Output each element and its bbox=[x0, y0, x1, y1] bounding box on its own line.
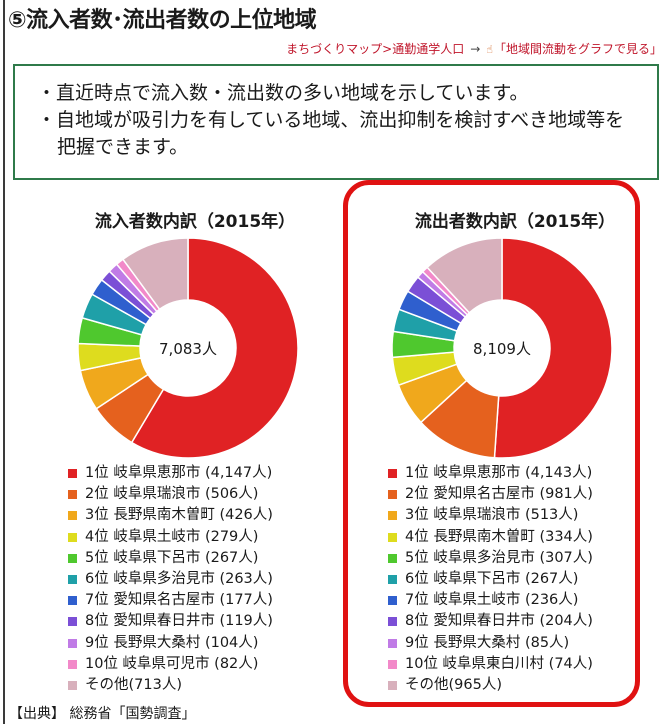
legend-label: 9位 長野県大桑村 (85人) bbox=[405, 634, 570, 651]
legend-swatch bbox=[388, 490, 397, 500]
legend-label: 4位 長野県南木曽町 (334人) bbox=[405, 528, 593, 545]
legend-swatch bbox=[68, 469, 77, 479]
legend-swatch bbox=[388, 553, 397, 563]
legend-item: その他(713人) bbox=[68, 675, 273, 696]
legend-item: 2位 岐阜県瑞浪市 (506人) bbox=[68, 484, 273, 505]
legend-item: 2位 愛知県名古屋市 (981人) bbox=[388, 484, 593, 505]
donut-center-total: 8,109人 bbox=[473, 340, 531, 358]
legend-label: 6位 岐阜県多治見市 (263人) bbox=[85, 570, 273, 587]
legend-item: 7位 愛知県名古屋市 (177人) bbox=[68, 590, 273, 611]
legend-item: 1位 岐阜県恵那市 (4,147人) bbox=[68, 463, 273, 484]
legend-label: 4位 岐阜県土岐市 (279人) bbox=[85, 528, 259, 545]
legend-swatch bbox=[68, 553, 77, 563]
legend-item: その他(965人) bbox=[388, 675, 593, 696]
legend-swatch bbox=[68, 490, 77, 500]
legend-swatch bbox=[68, 617, 77, 627]
graph-view-link[interactable]: 「地域間流動をグラフで見る」 bbox=[493, 42, 662, 56]
legend-item: 9位 長野県大桑村 (85人) bbox=[388, 633, 593, 654]
left-border bbox=[3, 0, 5, 724]
inflow-chart-title: 流入者数内訳（2015年） bbox=[94, 212, 296, 232]
donut-slice-1 bbox=[493, 237, 613, 459]
legend-swatch bbox=[388, 532, 397, 542]
page-title: ⑤流入者数･流出者数の上位地域 bbox=[8, 8, 317, 33]
legend-swatch bbox=[68, 596, 77, 606]
legend-label: 3位 岐阜県瑞浪市 (513人) bbox=[405, 507, 579, 524]
legend-swatch bbox=[68, 575, 77, 585]
legend-swatch bbox=[68, 638, 77, 648]
legend-label: 6位 岐阜県下呂市 (267人) bbox=[405, 570, 579, 587]
legend-item: 6位 岐阜県下呂市 (267人) bbox=[388, 569, 593, 590]
legend-item: 3位 岐阜県瑞浪市 (513人) bbox=[388, 505, 593, 526]
pointing-hand-icon: ☝ bbox=[486, 43, 493, 56]
legend-label: 10位 岐阜県東白川村 (74人) bbox=[405, 655, 593, 672]
legend-swatch bbox=[388, 511, 397, 521]
legend-label: その他(965人) bbox=[405, 676, 502, 693]
breadcrumb: まちづくりマップ>通勤通学人口 → ☝「地域間流動をグラフで見る」 bbox=[286, 40, 662, 57]
outflow-highlight-frame bbox=[343, 180, 640, 707]
legend-item: 9位 長野県大桑村 (104人) bbox=[68, 633, 273, 654]
legend-label: 8位 愛知県春日井市 (204人) bbox=[405, 613, 593, 630]
legend-swatch bbox=[388, 680, 397, 690]
outflow-donut-chart: 8,109人 bbox=[390, 236, 614, 460]
legend-label: 1位 岐阜県恵那市 (4,143人) bbox=[405, 465, 593, 481]
legend-item: 10位 岐阜県東白川村 (74人) bbox=[388, 654, 593, 675]
donut-slice-1 bbox=[130, 237, 299, 459]
legend-label: 10位 岐阜県可児市 (82人) bbox=[85, 655, 259, 672]
legend-swatch bbox=[68, 680, 77, 690]
legend-label: その他(713人) bbox=[85, 676, 182, 693]
legend-item: 6位 岐阜県多治見市 (263人) bbox=[68, 569, 273, 590]
legend-swatch bbox=[388, 659, 397, 669]
inflow-legend: 1位 岐阜県恵那市 (4,147人) 2位 岐阜県瑞浪市 (506人) 3位 長野県… bbox=[68, 463, 273, 696]
breadcrumb-path[interactable]: まちづくりマップ>通勤通学人口 bbox=[286, 42, 465, 56]
legend-swatch bbox=[388, 596, 397, 606]
legend-swatch bbox=[388, 638, 397, 648]
info-line: 把握できます。 bbox=[57, 136, 189, 158]
legend-item: 1位 岐阜県恵那市 (4,143人) bbox=[388, 463, 593, 484]
arrow-right-icon: → bbox=[470, 42, 481, 56]
legend-swatch bbox=[388, 617, 397, 627]
legend-label: 5位 岐阜県下呂市 (267人) bbox=[85, 549, 259, 566]
legend-item: 4位 岐阜県土岐市 (279人) bbox=[68, 527, 273, 548]
inflow-donut-chart: 7,083人 bbox=[76, 236, 300, 460]
legend-item: 8位 愛知県春日井市 (204人) bbox=[388, 611, 593, 632]
legend-item: 8位 愛知県春日井市 (119人) bbox=[68, 611, 273, 632]
outflow-chart-title: 流出者数内訳（2015年） bbox=[414, 212, 616, 232]
donut-slice-11 bbox=[121, 237, 189, 311]
legend-label: 1位 岐阜県恵那市 (4,147人) bbox=[85, 465, 273, 481]
donut-svg: 8,109人 bbox=[391, 237, 613, 459]
legend-label: 7位 愛知県名古屋市 (177人) bbox=[85, 592, 273, 609]
legend-label: 5位 岐阜県多治見市 (307人) bbox=[405, 549, 593, 566]
legend-label: 8位 愛知県春日井市 (119人) bbox=[85, 613, 273, 630]
legend-swatch bbox=[68, 532, 77, 542]
legend-label: 9位 長野県大桑村 (104人) bbox=[85, 634, 259, 651]
legend-swatch bbox=[388, 469, 397, 479]
donut-center-total: 7,083人 bbox=[159, 340, 217, 358]
source-note: 【出典】 総務省「国勢調査」 bbox=[9, 706, 196, 722]
legend-swatch bbox=[68, 511, 77, 521]
legend-item: 10位 岐阜県可児市 (82人) bbox=[68, 654, 273, 675]
legend-item: 5位 岐阜県多治見市 (307人) bbox=[388, 548, 593, 569]
legend-item: 7位 岐阜県土岐市 (236人) bbox=[388, 590, 593, 611]
info-box: ・直近時点で流入数・流出数の多い地域を示しています。 ・自地域が吸引力を有してい… bbox=[13, 64, 659, 180]
donut-svg: 7,083人 bbox=[77, 237, 299, 459]
legend-label: 2位 愛知県名古屋市 (981人) bbox=[405, 486, 593, 503]
legend-swatch bbox=[68, 659, 77, 669]
legend-item: 5位 岐阜県下呂市 (267人) bbox=[68, 548, 273, 569]
legend-label: 3位 長野県南木曽町 (426人) bbox=[85, 507, 273, 524]
info-line: ・直近時点で流入数・流出数の多い地域を示しています。 bbox=[37, 82, 529, 104]
legend-label: 2位 岐阜県瑞浪市 (506人) bbox=[85, 486, 259, 503]
legend-label: 7位 岐阜県土岐市 (236人) bbox=[405, 592, 579, 609]
legend-item: 3位 長野県南木曽町 (426人) bbox=[68, 505, 273, 526]
legend-item: 4位 長野県南木曽町 (334人) bbox=[388, 527, 593, 548]
outflow-legend: 1位 岐阜県恵那市 (4,143人) 2位 愛知県名古屋市 (981人) 3位 岐阜… bbox=[388, 463, 593, 696]
legend-swatch bbox=[388, 575, 397, 585]
info-line: ・自地域が吸引力を有している地域、流出抑制を検討すべき地域等を bbox=[37, 109, 625, 131]
donut-slice-11 bbox=[426, 237, 503, 314]
